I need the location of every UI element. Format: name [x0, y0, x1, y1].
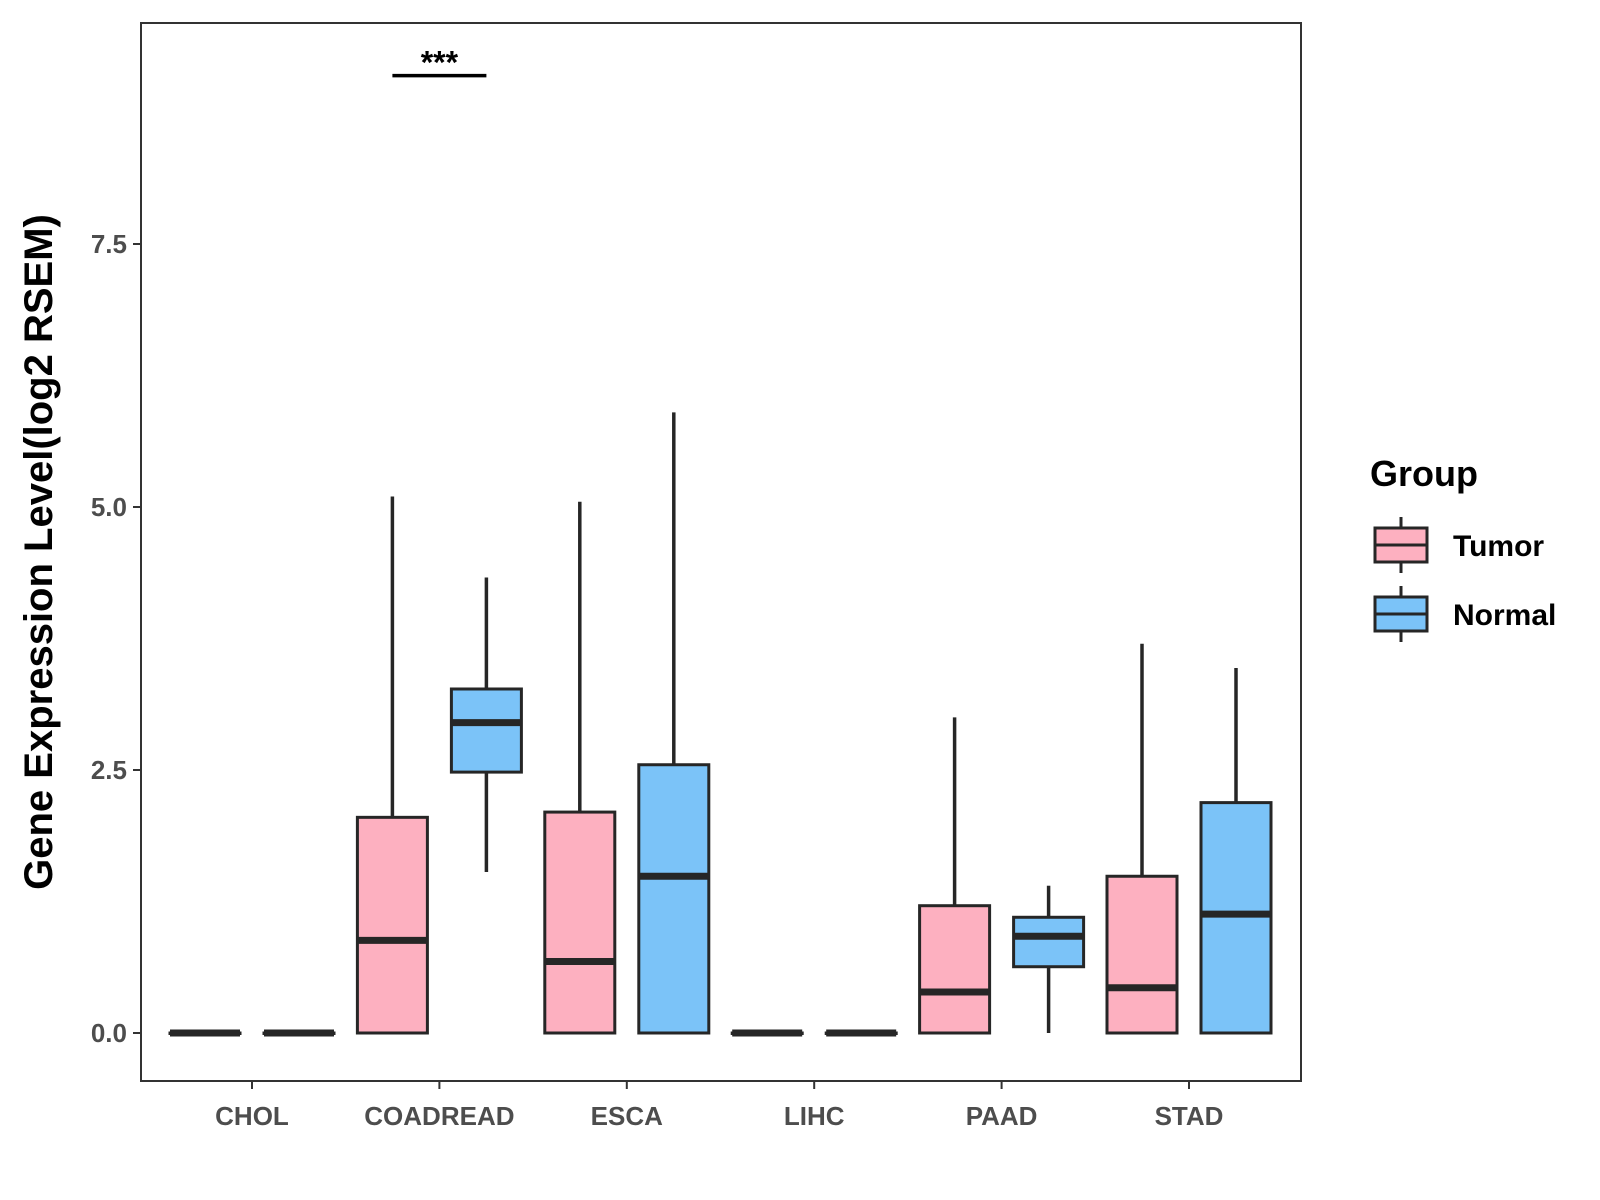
- tumor-stad-box: [1105, 874, 1179, 1035]
- normal-lihc-box-group: [824, 1029, 898, 1037]
- tumor-coadread-box-group: [355, 496, 429, 1035]
- tumor-paad-box: [918, 904, 992, 1035]
- plot-area: ***: [168, 45, 1273, 1037]
- tumor-chol-box-group: [168, 1029, 242, 1037]
- x-tick-label: STAD: [1155, 1101, 1224, 1131]
- x-tick-label: LIHC: [784, 1101, 845, 1131]
- normal-esca-box-group: [637, 412, 711, 1035]
- x-tick-label: PAAD: [966, 1101, 1038, 1131]
- legend-title: Group: [1370, 453, 1478, 494]
- normal-paad-box-group: [1012, 885, 1086, 1033]
- normal-coadread-box-group: [449, 577, 523, 873]
- legend-label-tumor: Tumor: [1453, 530, 1544, 563]
- tumor-stad-box-group: [1105, 643, 1179, 1035]
- tumor-lihc-box-group: [730, 1029, 804, 1037]
- tumor-esca-box-group: [543, 501, 617, 1035]
- x-tick-label: ESCA: [591, 1101, 663, 1131]
- normal-chol-box-group: [262, 1029, 336, 1037]
- x-tick-label: CHOL: [215, 1101, 289, 1131]
- legend-label-normal: Normal: [1453, 599, 1556, 632]
- y-axis-title: Gene Expression Level(log2 RSEM): [17, 214, 61, 890]
- normal-stad-box: [1199, 801, 1273, 1035]
- y-tick-label: 0.0: [91, 1018, 127, 1048]
- significance-label: ***: [421, 45, 459, 81]
- legend: Group Tumor Normal: [1370, 453, 1556, 642]
- legend-item-tumor: Tumor: [1373, 517, 1544, 573]
- y-tick-label: 2.5: [91, 755, 127, 785]
- x-tick-label: COADREAD: [364, 1101, 514, 1131]
- normal-esca-box: [637, 763, 711, 1035]
- axes: 0.0 2.5 5.0 7.5 CHOL COADREAD ESCA LIHC PAAD STAD: [91, 229, 1224, 1131]
- normal-paad-box: [1012, 915, 1086, 969]
- normal-stad-box-group: [1199, 667, 1273, 1035]
- y-tick-label: 7.5: [91, 229, 127, 259]
- tumor-esca-box: [543, 810, 617, 1035]
- normal-coadread-box: [449, 687, 523, 774]
- y-tick-label: 5.0: [91, 492, 127, 522]
- tumor-paad-box-group: [918, 717, 992, 1035]
- tumor-coadread-box: [355, 815, 429, 1035]
- legend-item-normal: Normal: [1373, 586, 1556, 642]
- panel-border: [140, 22, 1302, 1082]
